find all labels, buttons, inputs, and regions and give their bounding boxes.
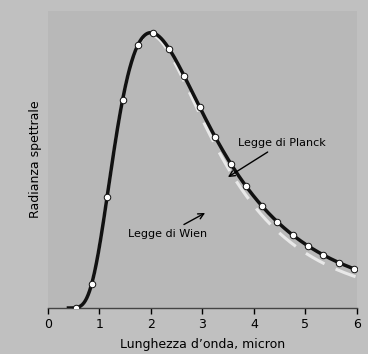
Text: Legge di Planck: Legge di Planck: [229, 138, 326, 176]
Point: [351, 266, 357, 272]
Y-axis label: Radianza spettrale: Radianza spettrale: [29, 101, 42, 218]
Point: [135, 42, 141, 47]
Point: [259, 203, 265, 209]
Point: [305, 243, 311, 249]
Point: [336, 260, 342, 266]
Point: [321, 252, 326, 258]
Text: Legge di Wien: Legge di Wien: [128, 214, 207, 239]
Point: [166, 46, 172, 51]
Point: [228, 161, 234, 166]
Point: [73, 305, 79, 310]
Point: [151, 30, 156, 36]
Point: [212, 134, 218, 140]
Point: [181, 74, 187, 79]
X-axis label: Lunghezza d’onda, micron: Lunghezza d’onda, micron: [120, 338, 285, 351]
Point: [243, 184, 249, 189]
Point: [104, 194, 110, 200]
Point: [197, 104, 203, 110]
Point: [274, 219, 280, 224]
Point: [89, 281, 95, 287]
Point: [120, 97, 125, 103]
Point: [290, 232, 296, 238]
